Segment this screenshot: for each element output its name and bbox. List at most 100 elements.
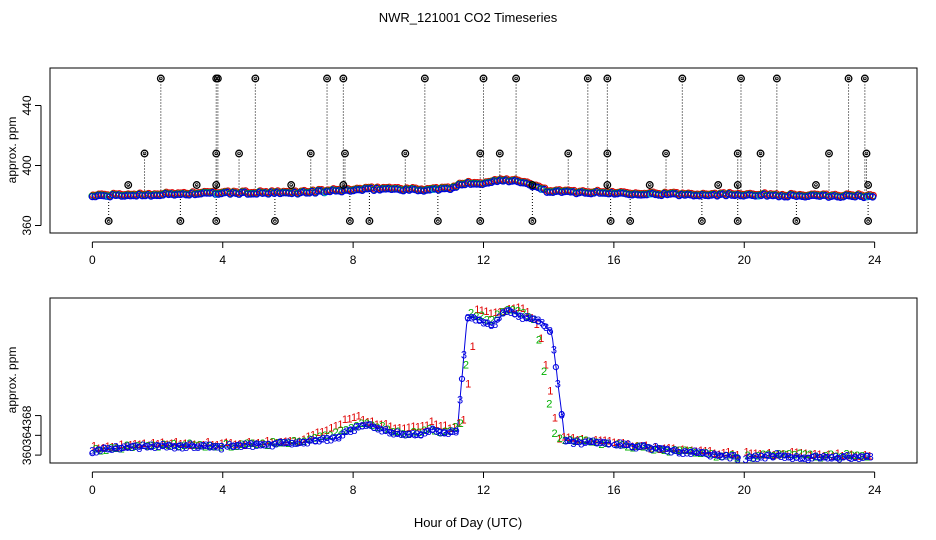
ch3-point — [517, 312, 524, 319]
ch3-point — [558, 411, 565, 418]
ch1-marker: 1 — [771, 449, 777, 461]
ch1-marker: 1 — [337, 419, 343, 431]
ch1-marker: 1 — [862, 449, 868, 461]
ch3-marker: 3 — [351, 425, 357, 437]
ch2-marker: 2 — [750, 452, 756, 464]
ch3-marker: 3 — [590, 436, 596, 448]
ch3-point — [535, 318, 542, 325]
ch2-marker: 2 — [687, 446, 693, 458]
ch1-marker: 1 — [228, 438, 234, 450]
ch3-point — [347, 426, 354, 433]
ch2-marker: 2 — [306, 434, 312, 446]
ch2-marker: 2 — [682, 445, 688, 457]
ch2-marker: 2 — [724, 450, 730, 462]
ch2-marker: 2 — [197, 440, 203, 452]
ch3-marker: 3 — [218, 443, 224, 455]
mid_outliers-point — [306, 149, 315, 158]
top-panel: approx. ppm 0 4 8 12 16 20 24 360 400 440 — [5, 67, 918, 267]
baseline-point-ch3 — [868, 193, 877, 201]
ch1-marker: 1 — [666, 442, 672, 454]
ch1-marker: 1 — [506, 303, 512, 315]
ch2-marker: 2 — [531, 314, 537, 326]
ch3-marker: 3 — [101, 443, 107, 455]
low_outliers-point-inner — [178, 219, 183, 223]
ch2-marker: 2 — [859, 451, 865, 463]
ch3-marker: 3 — [293, 438, 299, 450]
ch1-marker: 1 — [588, 437, 594, 449]
ch3-point — [318, 436, 325, 443]
ch3-point — [147, 444, 155, 451]
ch3-point — [711, 451, 718, 458]
ch2-marker: 2 — [176, 441, 182, 453]
mid_outliers-point — [235, 149, 243, 158]
ch2-marker: 2 — [776, 449, 782, 461]
near_outliers-point-inner — [866, 183, 870, 187]
high_outliers-point — [772, 74, 781, 83]
ch3-point — [822, 454, 829, 461]
ch3-point — [218, 442, 225, 449]
ch3-point — [106, 446, 114, 453]
ch3-point — [112, 445, 119, 452]
ch2-marker: 2 — [864, 451, 870, 463]
high_outliers-point-inner — [739, 76, 743, 81]
ch3-point — [693, 449, 700, 456]
ch3-point — [417, 431, 425, 439]
high_outliers-point — [156, 74, 165, 83]
ch3-marker: 3 — [813, 451, 819, 463]
ch2-marker: 2 — [520, 307, 526, 319]
ch3-point — [382, 427, 389, 435]
ch3-marker: 3 — [238, 441, 244, 453]
ch3-marker: 3 — [125, 441, 131, 453]
ch3-point — [235, 441, 243, 448]
low_outliers-point-inner — [273, 219, 277, 223]
ch1-marker: 1 — [584, 435, 590, 447]
ch1-marker: 1 — [826, 449, 832, 461]
ch3-point — [312, 437, 319, 445]
ch1-marker: 1 — [214, 439, 220, 451]
mid_outliers-point-inner — [403, 151, 408, 156]
ch3-marker: 3 — [332, 432, 338, 444]
ch2-marker: 2 — [103, 445, 109, 457]
ch3-point — [546, 328, 554, 335]
ch1-marker: 1 — [511, 303, 517, 315]
ch3-point — [605, 441, 612, 448]
ch3-marker: 3 — [203, 440, 209, 452]
ch2-marker: 2 — [249, 438, 255, 450]
ch2-marker: 2 — [405, 429, 411, 441]
ch2-marker: 2 — [134, 441, 140, 453]
ch1-marker: 1 — [520, 303, 526, 315]
mid_outliers-point — [862, 149, 871, 158]
ch3-marker: 3 — [563, 435, 569, 447]
ch1-marker: 1 — [753, 448, 759, 460]
low_outliers-point-inner — [608, 219, 613, 223]
ch3-point — [230, 443, 237, 450]
ch3-marker: 3 — [637, 441, 643, 453]
ch1-marker: 1 — [319, 427, 325, 439]
high_outliers-point — [339, 74, 348, 83]
ch2-marker: 2 — [463, 360, 469, 372]
ch3-marker: 3 — [136, 443, 142, 455]
mid_outliers-point — [825, 149, 833, 158]
mid_outliers-point — [662, 149, 670, 158]
ch3-point — [488, 321, 495, 329]
ch3-point — [664, 445, 671, 452]
ch1-marker: 1 — [114, 442, 120, 454]
ch3-point — [359, 423, 366, 430]
ch3-marker: 3 — [394, 427, 400, 439]
ch3-marker: 3 — [179, 442, 185, 454]
ch2-marker: 2 — [353, 420, 359, 432]
x-axis-label: Hour of Day (UTC) — [414, 515, 522, 530]
low_outliers-point-inner — [106, 219, 111, 223]
ch3-point — [365, 421, 372, 429]
ch1-marker: 1 — [196, 440, 202, 452]
ch1-marker: 1 — [561, 432, 567, 444]
mid_outliers-point — [140, 149, 149, 158]
ch1-marker: 1 — [461, 415, 467, 427]
ch2-marker: 2 — [619, 440, 625, 452]
ch2-marker: 2 — [468, 308, 474, 320]
ch3-marker: 3 — [465, 313, 471, 325]
ch1-marker: 1 — [483, 306, 489, 318]
mid_outliers-point-inner — [735, 151, 740, 156]
ch3-marker: 3 — [801, 453, 807, 465]
